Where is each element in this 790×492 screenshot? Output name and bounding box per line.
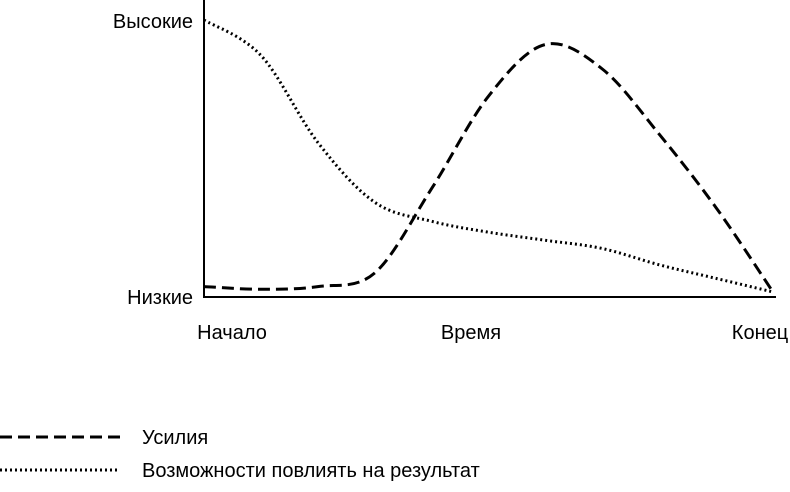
x-axis-title: Время [441, 322, 501, 344]
series-line-opportunity [203, 18, 774, 294]
series-line-effort [203, 42, 775, 293]
legend-label-effort: Усилия [142, 427, 208, 449]
legend-label-opportunity: Возможности повлиять на результат [142, 460, 480, 482]
legend: Усилия Возможности повлиять на результат [0, 427, 480, 482]
x-tick-label-end: Конец [732, 322, 788, 344]
x-tick-label-start: Начало [197, 322, 267, 344]
y-tick-label-low: Низкие [127, 287, 193, 309]
y-tick-label-high: Высокие [113, 11, 193, 33]
